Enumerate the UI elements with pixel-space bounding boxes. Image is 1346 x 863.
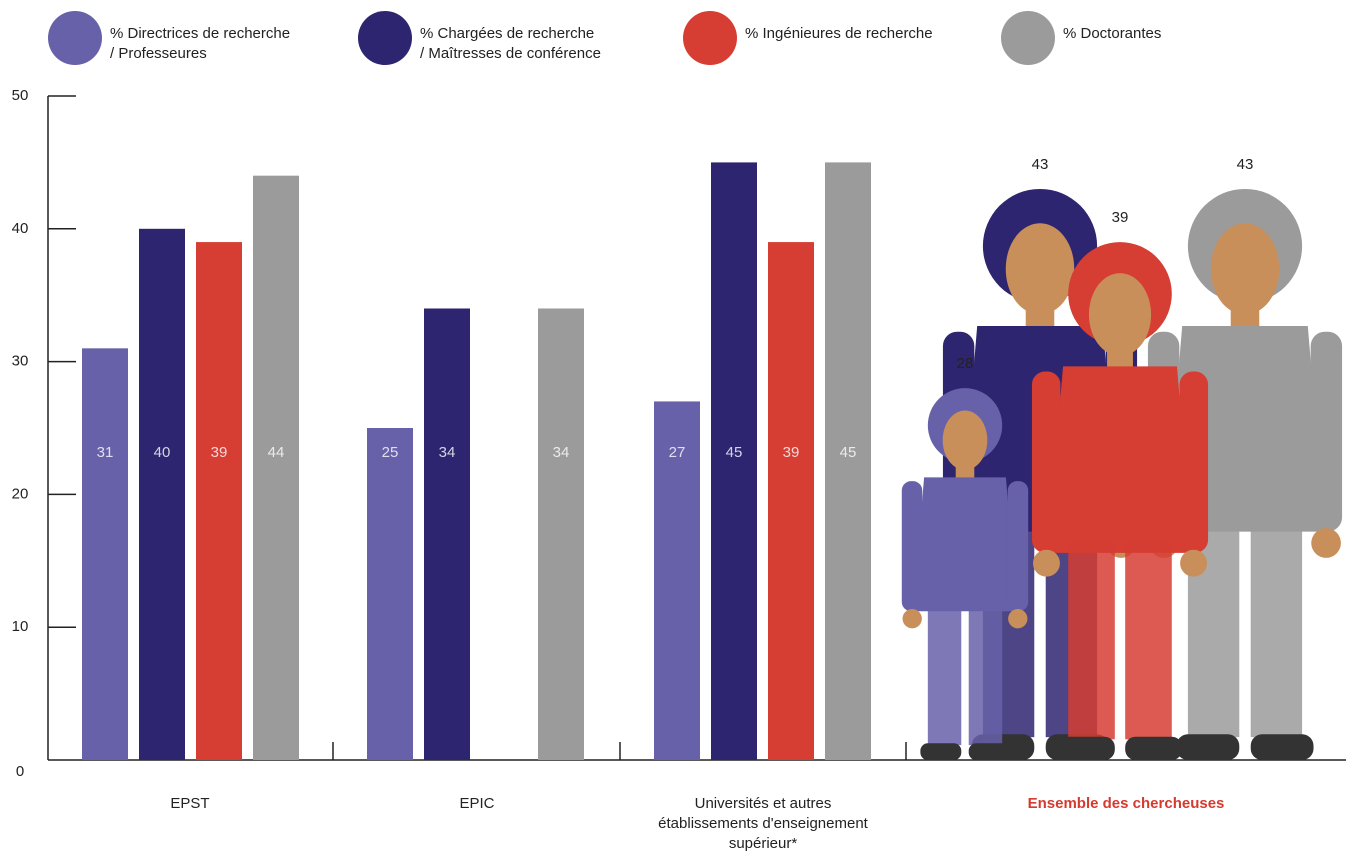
leg [1068, 542, 1115, 740]
legend-label: % Ingénieures de recherche [745, 25, 933, 42]
data-label: 34 [439, 444, 456, 461]
data-label: 39 [783, 444, 800, 461]
data-label: 45 [726, 444, 743, 461]
data-label: 27 [669, 444, 686, 461]
arm [1007, 481, 1029, 612]
legend-label: % Doctorantes [1063, 25, 1162, 42]
hand [1311, 528, 1341, 558]
figure [901, 388, 1029, 760]
shoe [1176, 734, 1240, 760]
leg [1250, 520, 1303, 738]
hand [902, 609, 922, 629]
data-label: 44 [268, 444, 285, 461]
legend-marker [1001, 11, 1055, 65]
data-label: 43 [1237, 156, 1254, 173]
y-tick-label: 20 [12, 485, 29, 502]
bar [711, 162, 757, 760]
bar [139, 228, 185, 761]
bar [538, 308, 584, 760]
neck [955, 462, 975, 482]
legend-marker [683, 11, 737, 65]
y-tick-label: 0 [16, 763, 24, 780]
arm [1310, 331, 1343, 532]
face [942, 410, 988, 470]
shoe [1057, 736, 1115, 760]
arm [1031, 371, 1061, 553]
bar [367, 428, 413, 760]
legend-marker [48, 11, 102, 65]
shoe [1250, 734, 1314, 760]
shoe [968, 743, 1010, 760]
x-tick-label: Universités et autres établissements d'e… [658, 795, 868, 852]
y-tick-label: 40 [12, 220, 29, 237]
data-label: 39 [1112, 209, 1129, 226]
data-label: 45 [840, 444, 857, 461]
face [1210, 223, 1280, 315]
face [1005, 223, 1075, 315]
data-label: 43 [1032, 156, 1049, 173]
y-tick-label: 10 [12, 618, 29, 635]
bar [825, 162, 871, 760]
data-label: 28 [957, 355, 974, 372]
hand [1180, 549, 1208, 577]
leg [1125, 542, 1172, 740]
legend-label: % Chargées de recherche / Maîtresses de … [420, 25, 601, 62]
arm [1179, 371, 1209, 553]
legend-marker [358, 11, 412, 65]
torso [912, 477, 1018, 612]
data-label: 34 [553, 444, 570, 461]
leg [927, 603, 962, 746]
data-label: 25 [382, 444, 399, 461]
leg [968, 603, 1003, 746]
y-tick-label: 50 [12, 87, 29, 104]
shoe [1125, 736, 1183, 760]
face [1088, 273, 1152, 357]
bar [196, 242, 242, 760]
x-tick-label: EPIC [459, 795, 495, 812]
data-label: 40 [154, 444, 171, 461]
bar [424, 308, 470, 760]
arm [901, 481, 923, 612]
x-tick-label: Ensemble des chercheuses [1027, 795, 1225, 812]
hand [1008, 609, 1028, 629]
torso [1047, 366, 1193, 553]
bar [253, 175, 299, 760]
figure [1031, 242, 1209, 760]
x-tick-label: EPST [170, 795, 210, 812]
data-label: 31 [97, 444, 114, 461]
legend-label: % Directrices de recherche / Professeure… [110, 25, 291, 62]
hand [1032, 549, 1060, 577]
shoe [920, 743, 962, 760]
bar [654, 401, 700, 760]
y-tick-label: 30 [12, 353, 29, 370]
bar [82, 348, 128, 760]
bar [768, 242, 814, 760]
data-label: 39 [211, 444, 228, 461]
